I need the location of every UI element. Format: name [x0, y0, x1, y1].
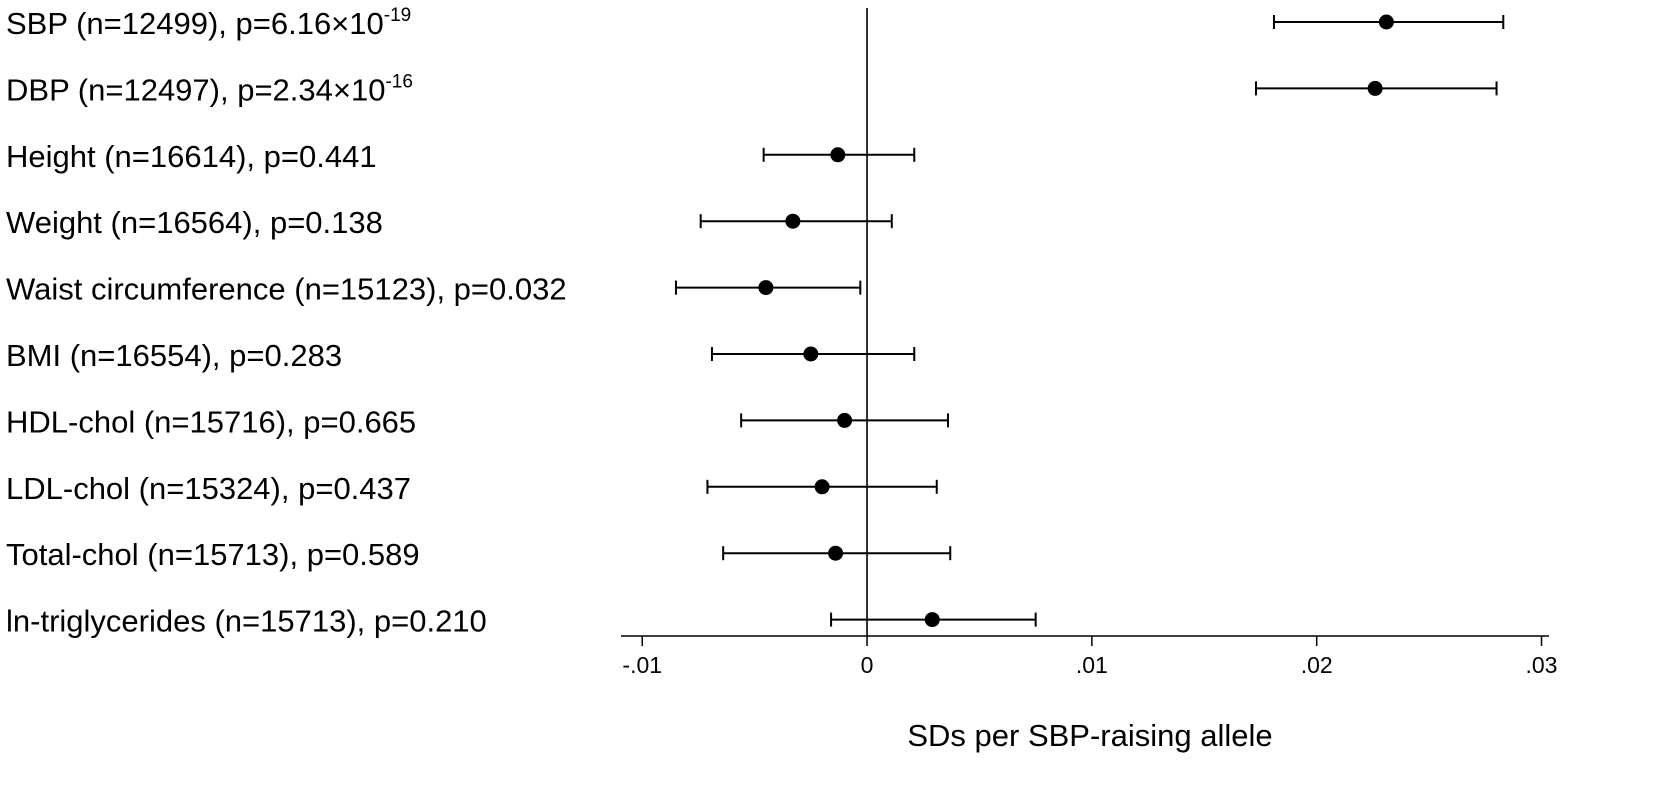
row-label: LDL-chol (n=15324), p=0.437 — [6, 471, 411, 506]
row-label-text: SBP (n=12499), p=6.16×10 — [6, 6, 384, 41]
estimates — [674, 14, 1505, 628]
point-estimate — [1378, 14, 1394, 30]
x-tick-label: 0 — [861, 652, 874, 678]
x-tick-label: -.01 — [622, 652, 662, 678]
row-label-exponent: -19 — [384, 5, 411, 26]
row-label: HDL-chol (n=15716), p=0.665 — [6, 404, 416, 439]
point-estimate — [837, 412, 853, 428]
x-tick-label: .02 — [1301, 652, 1333, 678]
row-label-text: ln-triglycerides (n=15713), p=0.210 — [6, 604, 487, 639]
point-estimate — [828, 545, 844, 561]
row-label: Height (n=16614), p=0.441 — [6, 139, 377, 174]
point-estimate — [1367, 80, 1383, 96]
row-label-text: DBP (n=12497), p=2.34×10 — [6, 72, 385, 107]
row-label-text: HDL-chol (n=15716), p=0.665 — [6, 404, 416, 439]
row-label: ln-triglycerides (n=15713), p=0.210 — [6, 604, 487, 639]
row-label-text: Waist circumference (n=15123), p=0.032 — [6, 272, 567, 307]
point-estimate — [785, 213, 801, 229]
row-labels: SBP (n=12499), p=6.16×10-19 DBP (n=12497)… — [6, 5, 567, 639]
point-estimate — [924, 612, 940, 628]
point-estimate — [803, 346, 819, 362]
row-label-text: LDL-chol (n=15324), p=0.437 — [6, 471, 411, 506]
point-estimate — [814, 479, 830, 495]
point-estimate — [758, 280, 774, 296]
x-axis: -.01 0 .01 .02 .03 — [621, 635, 1558, 678]
row-label-text: BMI (n=16554), p=0.283 — [6, 338, 342, 373]
row-label: BMI (n=16554), p=0.283 — [6, 338, 342, 373]
x-axis-title: SDs per SBP-raising allele — [907, 718, 1272, 753]
point-estimate — [830, 147, 846, 163]
row-label: DBP (n=12497), p=2.34×10-16 — [6, 71, 413, 107]
row-label-exponent: -16 — [385, 71, 412, 92]
x-tick-label: .03 — [1526, 652, 1558, 678]
row-label: Weight (n=16564), p=0.138 — [6, 205, 383, 240]
row-label: Waist circumference (n=15123), p=0.032 — [6, 272, 567, 307]
row-label-text: Total-chol (n=15713), p=0.589 — [6, 537, 420, 572]
x-tick-label: .01 — [1076, 652, 1108, 678]
row-label-text: Weight (n=16564), p=0.138 — [6, 205, 383, 240]
row-label: SBP (n=12499), p=6.16×10-19 — [6, 5, 411, 41]
row-label-text: Height (n=16614), p=0.441 — [6, 139, 377, 174]
row-label: Total-chol (n=15713), p=0.589 — [6, 537, 420, 572]
